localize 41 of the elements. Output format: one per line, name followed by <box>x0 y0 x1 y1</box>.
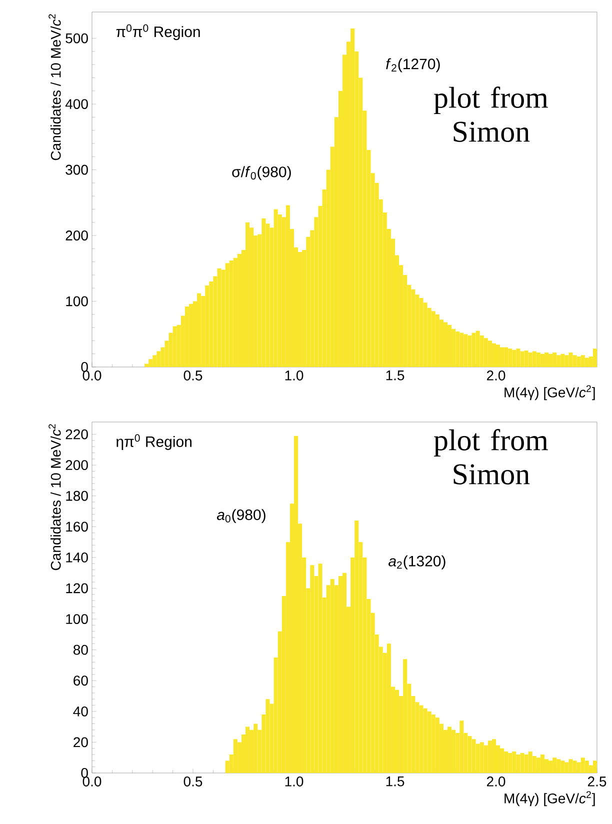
y-tick-label: 0 <box>81 768 88 778</box>
y-tick-label: 60 <box>74 676 88 686</box>
y-tick-label: 120 <box>66 583 88 594</box>
text: π$^{0}$π$^{0}$ Region <box>116 24 200 40</box>
x-tick-label: 1.0 <box>285 370 304 380</box>
x-tick-label: 0.5 <box>184 776 202 786</box>
annotation: f$_{2}$(1270) <box>386 58 440 72</box>
y-axis-title: Candidates / 10 MeV/c$^{2}$ <box>48 424 61 570</box>
x-tick-label: 1.5 <box>386 370 404 380</box>
y-tick-label: 100 <box>66 296 88 306</box>
y-tick-label: 0 <box>81 362 88 372</box>
x-tick-label: 0.5 <box>184 370 202 380</box>
annotation: σ/f$_{0}$(980) <box>232 166 291 180</box>
y-tick-label: 100 <box>66 614 88 624</box>
y-tick-label: 220 <box>66 429 88 440</box>
y-tick-label: 300 <box>66 164 88 175</box>
y-tick-label: 200 <box>66 230 88 240</box>
x-tick-label: 0.0 <box>82 370 102 380</box>
annotation: a$_{0}$(980) <box>216 509 266 524</box>
y-axis-title: Candidates / 10 MeV/c$^{2}$ <box>48 14 61 160</box>
x-tick-label: 0.0 <box>82 776 102 786</box>
x-axis-title: M(4γ) [GeV/c$^{2}$] <box>504 385 595 400</box>
y-tick-label: 200 <box>66 460 88 470</box>
y-tick-label: 140 <box>66 552 88 562</box>
y-tick-label: 400 <box>65 99 88 109</box>
x-tick-label: 1.5 <box>386 776 404 786</box>
x-tick-label: 2.5 <box>588 776 606 786</box>
annotation: plot from Simon <box>434 429 548 484</box>
y-tick-label: 180 <box>66 490 88 501</box>
text: ηπ$^{0}$ Region <box>116 434 192 450</box>
y-tick-label: 160 <box>66 522 88 532</box>
x-tick-label: 2.0 <box>486 776 506 786</box>
annotation: a$_{2}$(1320) <box>388 555 446 570</box>
x-tick-label: 1.0 <box>285 776 304 786</box>
y-tick-label: 500 <box>66 33 88 44</box>
y-tick-label: 40 <box>73 706 88 716</box>
x-axis-title: M(4γ) [GeV/c$^{2}$] <box>504 791 595 806</box>
y-tick-label: 80 <box>74 644 88 655</box>
annotation: plot from Simon <box>434 86 548 142</box>
x-tick-label: 2.0 <box>486 370 506 380</box>
y-tick-label: 20 <box>74 737 88 748</box>
